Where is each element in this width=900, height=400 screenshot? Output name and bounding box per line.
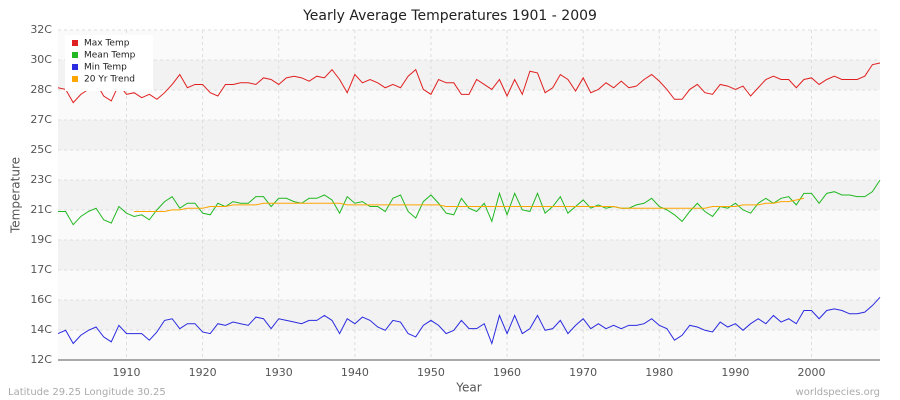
y-tick-label: 32C [30, 23, 52, 36]
footer-right: worldspecies.org [796, 387, 880, 398]
x-tick-label: 1940 [341, 366, 369, 379]
series-line [57, 62, 881, 104]
y-tick-label: 19C [30, 233, 52, 246]
y-tick-label: 30C [30, 53, 52, 66]
x-tick-label: 1970 [569, 366, 597, 379]
grid-band [58, 150, 880, 181]
y-tick-label: 17C [30, 263, 52, 276]
y-axis-label: Temperature [9, 157, 23, 234]
x-tick-label: 1990 [721, 366, 749, 379]
x-axis-label: Year [455, 381, 481, 395]
y-tick-label: 27C [30, 113, 52, 126]
legend-label: Mean Temp [84, 51, 136, 61]
legend-swatch [72, 76, 78, 82]
legend-swatch [72, 52, 78, 58]
grid-band [58, 59, 880, 90]
grid-band [58, 30, 880, 60]
chart-title: Yearly Average Temperatures 1901 - 2009 [302, 8, 597, 24]
legend: Max Temp Mean Temp Min Temp 20 Yr Trend [65, 35, 153, 91]
y-tick-label: 12C [30, 353, 52, 366]
grid-band [58, 300, 880, 331]
x-tick-label: 1950 [417, 366, 445, 379]
grid-band [58, 209, 880, 240]
grid-band [58, 239, 880, 270]
y-tick-label: 25C [30, 143, 52, 156]
legend-box [65, 35, 153, 91]
x-tick-label: 1930 [265, 366, 293, 379]
series-line [134, 197, 804, 212]
footer-left: Latitude 29.25 Longitude 30.25 [8, 387, 166, 398]
grid-band [58, 269, 880, 301]
x-tick-label: 1960 [493, 366, 521, 379]
y-tick-label: 14C [30, 323, 52, 336]
x-tick-label: 2000 [798, 366, 826, 379]
legend-label: Max Temp [84, 39, 130, 49]
legend-label: Min Temp [84, 63, 127, 73]
grid-band [58, 120, 880, 151]
x-tick-label: 1980 [645, 366, 673, 379]
x-tick-label: 1910 [113, 366, 141, 379]
grid-band [58, 330, 880, 360]
grid-band [58, 89, 880, 121]
y-tick-label: 23C [30, 173, 52, 186]
legend-swatch [72, 64, 78, 70]
x-tick-label: 1920 [189, 366, 217, 379]
y-tick-label: 28C [30, 83, 52, 96]
legend-label: 20 Yr Trend [84, 75, 135, 85]
grid [58, 29, 880, 361]
legend-swatch [72, 40, 78, 46]
series-line [58, 179, 881, 226]
y-tick-label: 16C [30, 293, 52, 306]
series-line [57, 296, 881, 346]
y-tick-label: 21C [30, 203, 52, 216]
